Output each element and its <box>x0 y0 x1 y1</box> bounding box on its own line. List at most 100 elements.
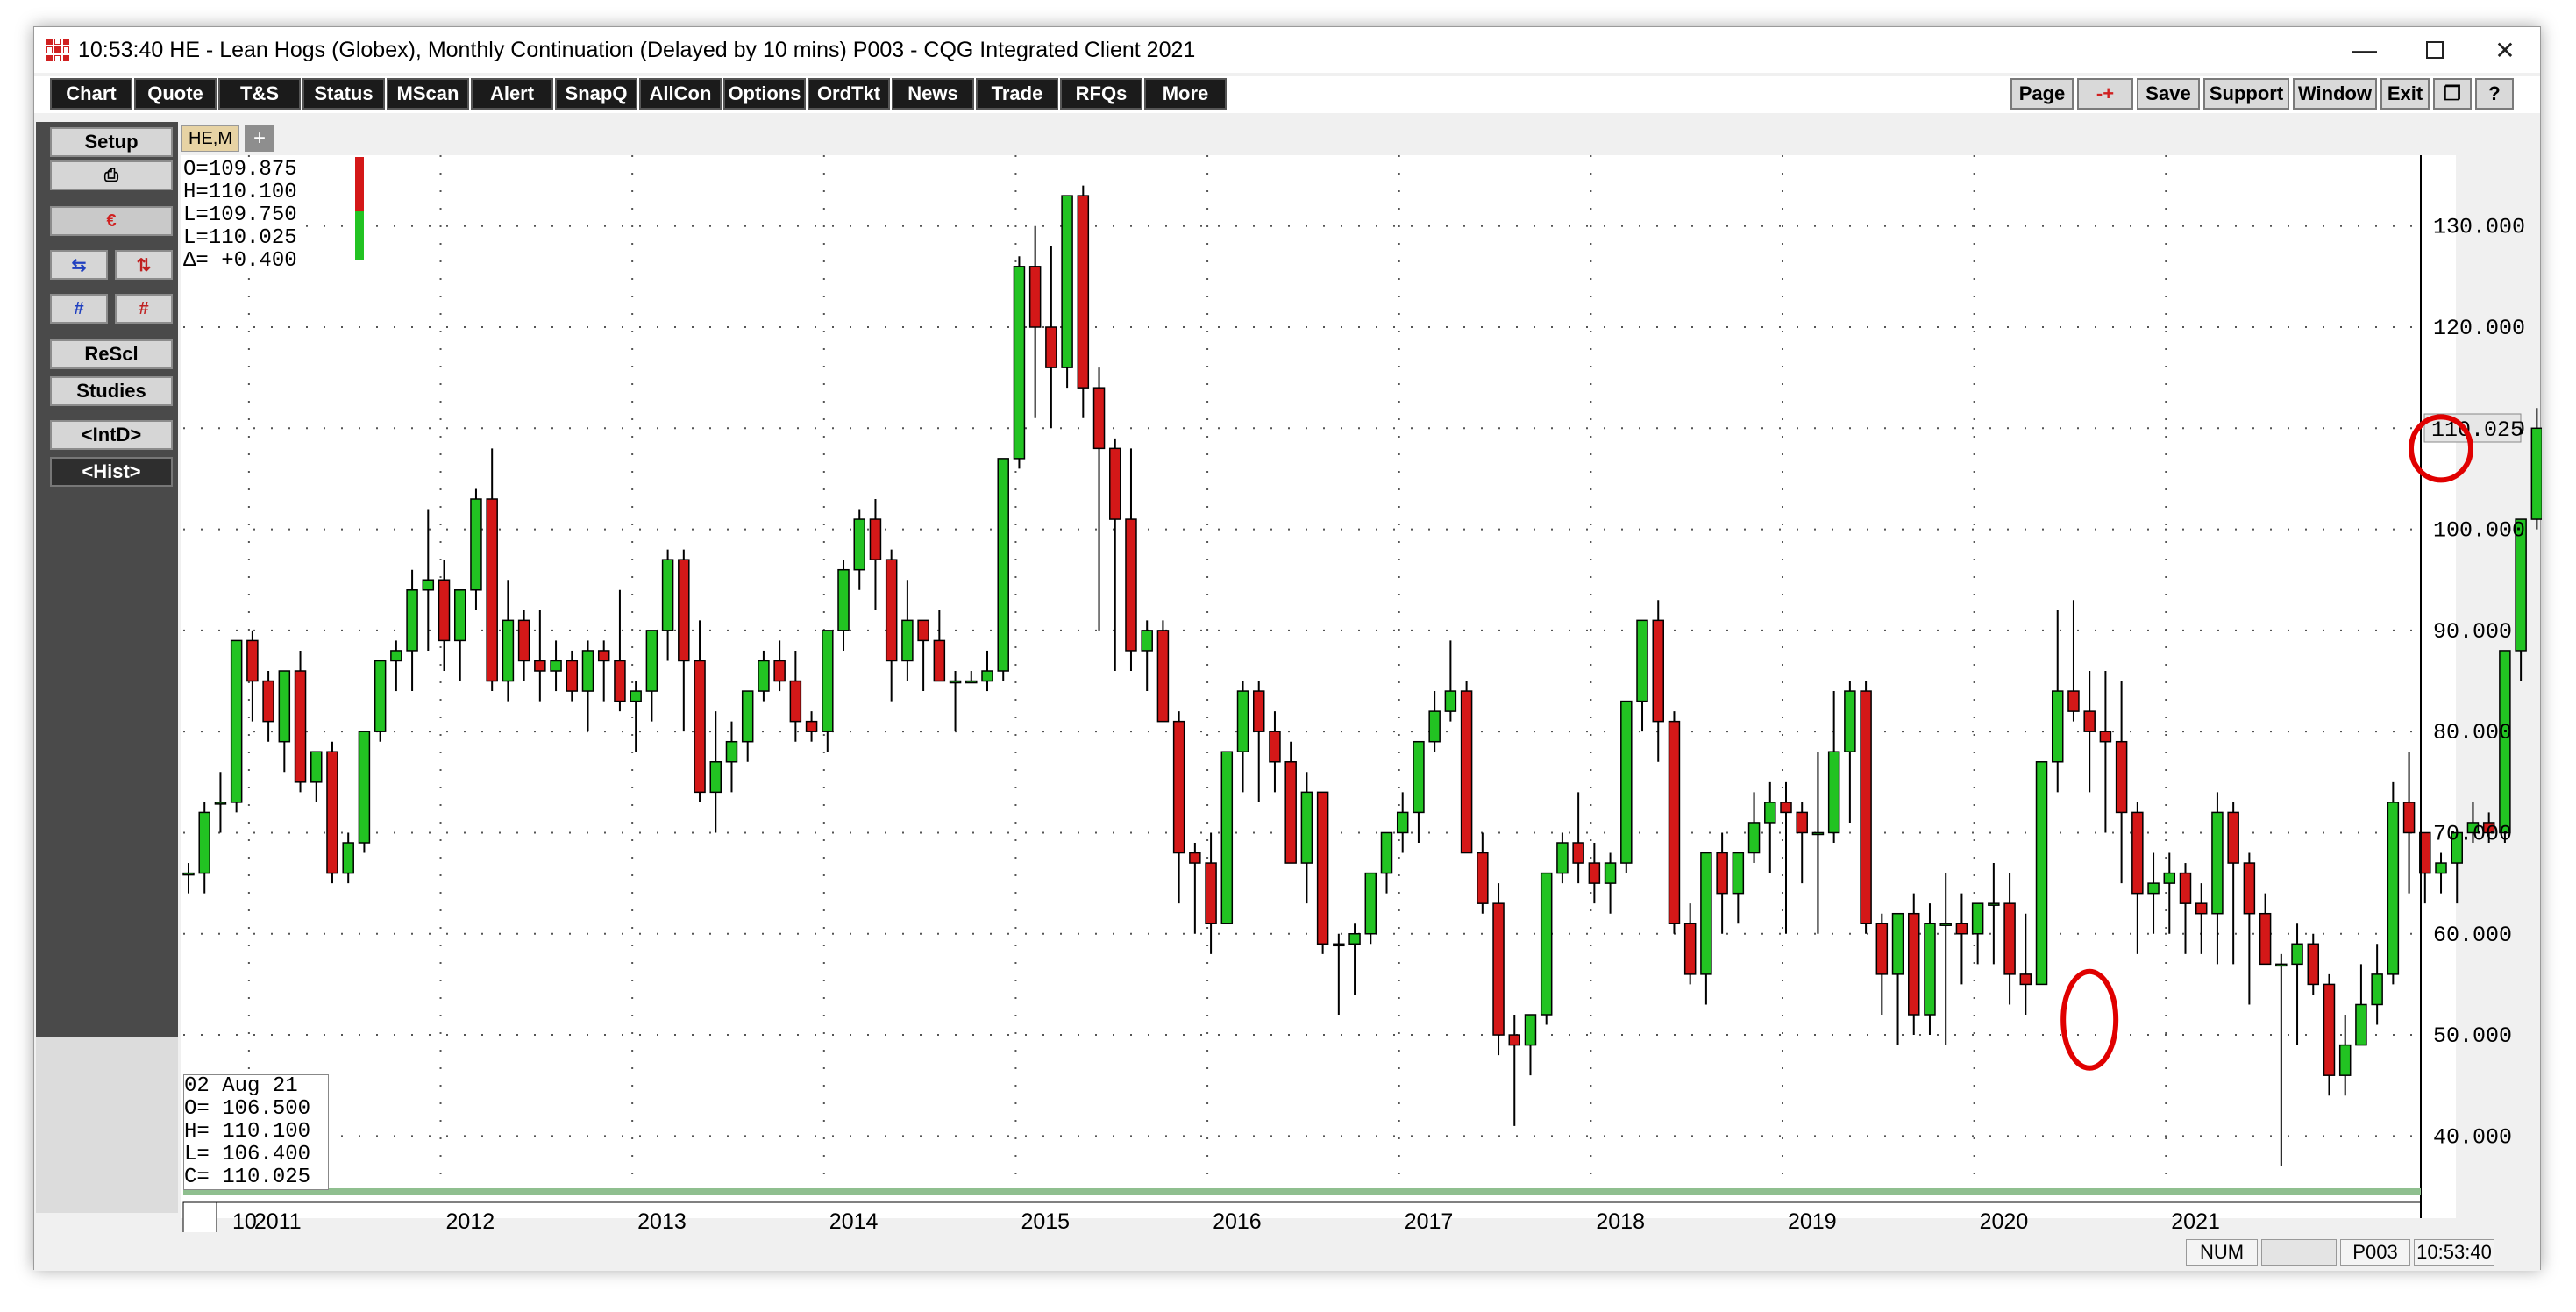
currency-icon[interactable]: € <box>50 206 173 236</box>
menu-more[interactable]: More <box>1144 78 1227 110</box>
candle-up <box>470 498 482 591</box>
candle <box>1092 367 1106 631</box>
historical-button[interactable]: <Hist> <box>50 457 173 487</box>
price-chart[interactable]: 40.000 50.000 60.000 70.000 80.000 90.000 100.… <box>34 27 2542 1271</box>
support-button[interactable]: Support <box>2203 78 2289 110</box>
print-icon[interactable]: ⎙ <box>50 160 173 190</box>
candle-up <box>406 589 418 652</box>
candle-down <box>2227 811 2239 864</box>
close-button[interactable]: ✕ <box>2494 36 2516 64</box>
candle-up <box>1380 831 1393 874</box>
candle <box>2227 802 2239 965</box>
candle-up <box>1556 842 1569 874</box>
highlight-circle-2021 <box>2409 414 2474 483</box>
add-tab-button[interactable]: + <box>245 125 274 152</box>
candle-up <box>230 639 243 803</box>
exit-button[interactable]: Exit <box>2380 78 2430 110</box>
candle-up <box>1013 266 1026 460</box>
candle <box>1508 1015 1521 1126</box>
menu-rfqs[interactable]: RFQs <box>1060 78 1142 110</box>
menu-mscan[interactable]: MScan <box>387 78 469 110</box>
menu-alert[interactable]: Alert <box>471 78 553 110</box>
candle-down <box>1955 923 1968 935</box>
expand-icon[interactable]: # <box>115 294 173 324</box>
left-toolbar <box>36 122 178 1069</box>
candle <box>2115 681 2128 884</box>
candle <box>1971 902 1984 965</box>
menu-options[interactable]: Options <box>723 78 806 110</box>
menu-allcon[interactable]: AllCon <box>639 78 722 110</box>
candle <box>438 560 451 671</box>
candle-up <box>2163 872 2176 884</box>
y-tick-label: 70.000 <box>2433 821 2512 846</box>
x-tick-label: 2018 <box>1596 1209 1645 1234</box>
menu-status[interactable]: Status <box>302 78 385 110</box>
menu-news[interactable]: News <box>892 78 974 110</box>
candle-up <box>1827 751 1840 834</box>
candle <box>2355 964 2367 1046</box>
maximize-button[interactable] <box>2400 27 2470 73</box>
candle-up <box>1844 690 1856 752</box>
scroll-horizontal-icon[interactable]: ⇆ <box>50 250 108 280</box>
candle-up <box>453 589 466 642</box>
candle-down <box>933 639 946 682</box>
intraday-button[interactable]: <IntD> <box>50 420 173 450</box>
save-button[interactable]: Save <box>2137 78 2200 110</box>
page-button[interactable]: Page <box>2010 78 2074 110</box>
menu-quote[interactable]: Quote <box>134 78 217 110</box>
candle <box>1620 700 1633 873</box>
restore-icon[interactable]: ❐ <box>2433 78 2472 110</box>
rescale-button[interactable]: ReScl <box>50 339 173 369</box>
y-tick-label: 100.000 <box>2433 518 2525 544</box>
candle-up <box>502 619 515 682</box>
candle-up <box>1236 690 1249 752</box>
studies-button[interactable]: Studies <box>50 376 173 406</box>
readout-open: O= 106.500 <box>184 1097 311 1121</box>
candle <box>1908 893 1920 1036</box>
page-indicator: P003 <box>2340 1239 2410 1266</box>
candle-up <box>358 731 371 844</box>
candle-up <box>1891 912 1904 975</box>
menu-ts[interactable]: T&S <box>218 78 301 110</box>
x-tick-label: 10 <box>232 1209 257 1234</box>
candle-up <box>1220 751 1234 924</box>
candle <box>246 630 259 722</box>
help-icon[interactable]: ? <box>2475 78 2514 110</box>
candle-down <box>869 518 882 560</box>
candle <box>678 549 690 732</box>
candle-up <box>2291 943 2303 966</box>
candle <box>2083 671 2096 793</box>
candle <box>901 580 914 681</box>
candle <box>502 580 515 702</box>
candle-up <box>2515 518 2527 652</box>
candle <box>1747 792 1761 864</box>
candle-up <box>182 872 195 876</box>
scroll-vertical-icon[interactable]: ⇅ <box>115 250 173 280</box>
time-axis-band <box>183 1188 2421 1195</box>
menu-chart[interactable]: Chart <box>50 78 132 110</box>
candle-down <box>486 498 498 682</box>
candle <box>933 610 946 682</box>
readout-close: C= 110.025 <box>184 1166 311 1189</box>
compress-icon[interactable]: # <box>50 294 108 324</box>
setup-button[interactable]: Setup <box>50 127 173 157</box>
candle-up <box>1747 822 1761 854</box>
zoom-toggle-button[interactable]: -+ <box>2077 78 2133 110</box>
candle <box>1141 620 1153 692</box>
candle <box>2515 518 2527 681</box>
candle <box>2131 802 2144 954</box>
candle-up <box>1348 933 1361 945</box>
candle-up <box>1444 690 1457 712</box>
menu-ordtkt[interactable]: OrdTkt <box>808 78 890 110</box>
candle <box>789 650 802 742</box>
minimize-button[interactable]: — <box>2352 36 2377 63</box>
candle <box>1572 792 1584 884</box>
chart-tab[interactable]: HE,M <box>181 125 239 152</box>
candle <box>2291 923 2303 1045</box>
candle-down <box>2019 973 2032 986</box>
window-button[interactable]: Window <box>2293 78 2377 110</box>
menu-snapq[interactable]: SnapQ <box>555 78 637 110</box>
candle <box>2051 610 2064 793</box>
candle-down <box>1092 387 1106 450</box>
menu-trade[interactable]: Trade <box>976 78 1058 110</box>
